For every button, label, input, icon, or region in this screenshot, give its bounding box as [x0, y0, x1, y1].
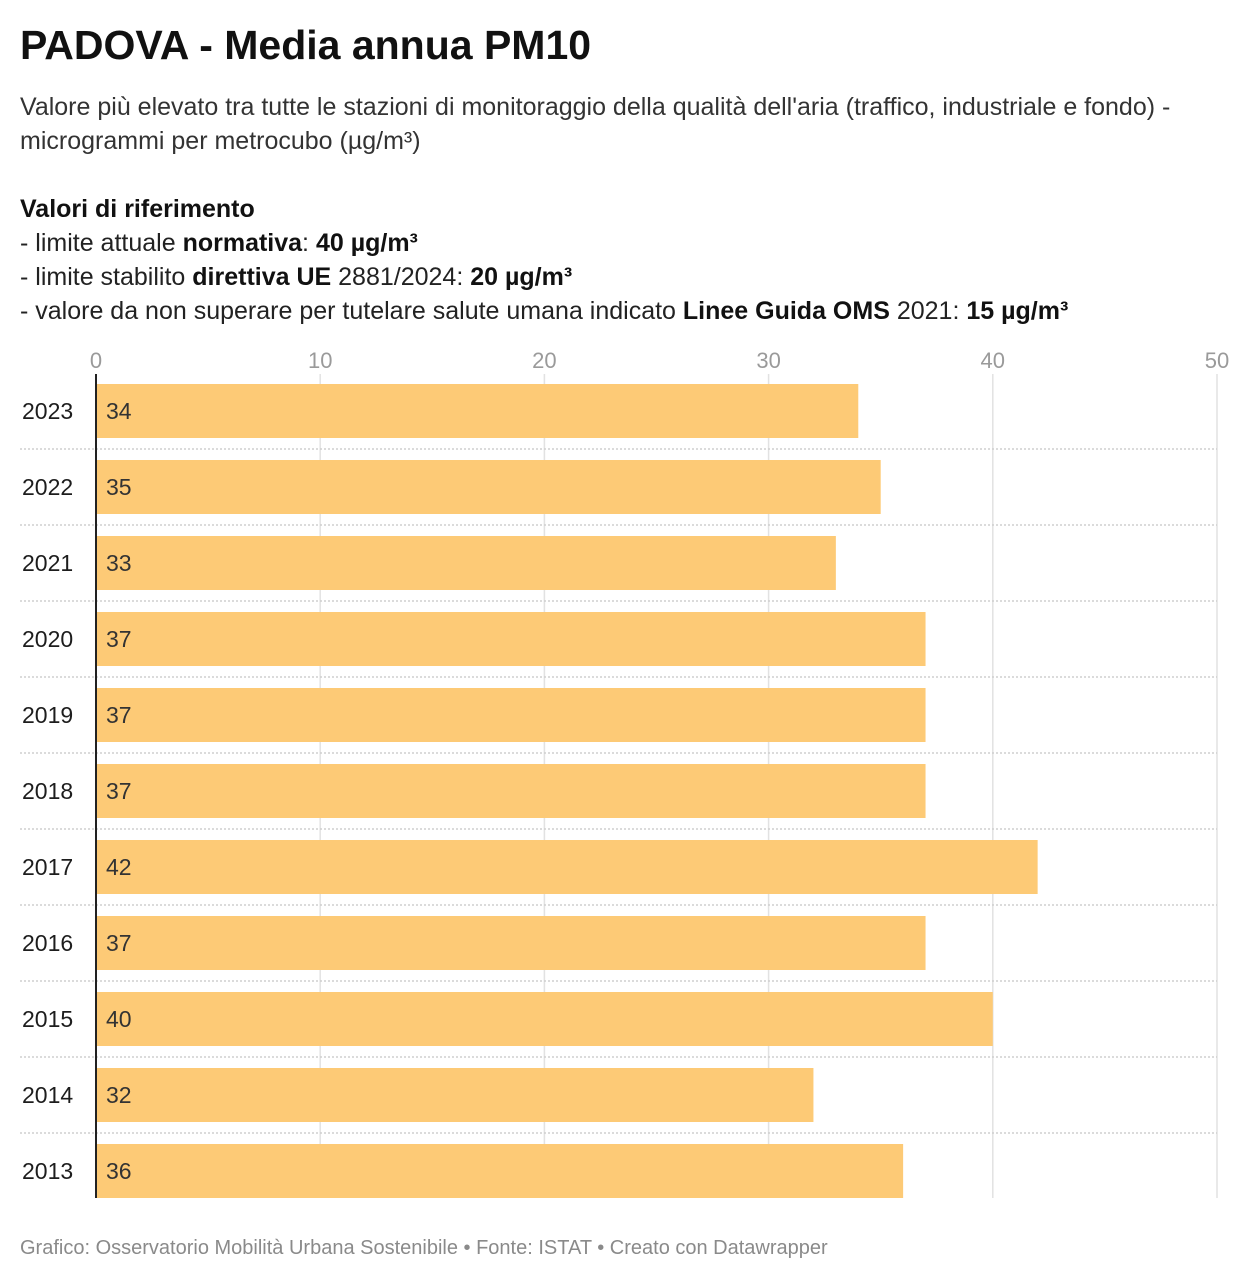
category-label: 2013 [22, 1158, 73, 1184]
bar-chart: 0 10 20 30 40 50 2023 34 2022 35 2021 33 2020 37 2019 3… [20, 348, 1229, 1198]
x-tick-label: 20 [532, 348, 556, 373]
category-label: 2018 [22, 778, 73, 804]
category-label: 2020 [22, 626, 73, 652]
footer-credit: Grafico: Osservatorio Mobilità Urbana So… [20, 1237, 828, 1259]
x-tick-label: 40 [981, 348, 1005, 373]
reference-value: 15 µg/m³ [966, 297, 1069, 325]
category-label: 2015 [22, 1006, 73, 1032]
x-tick-label: 30 [756, 348, 780, 373]
bar [96, 688, 926, 742]
reference-bold: normativa [182, 229, 303, 257]
reference-text: : [302, 229, 316, 257]
data-label: 40 [106, 1006, 132, 1032]
data-label: 36 [106, 1158, 132, 1184]
chart-title: PADOVA - Media annua PM10 [20, 22, 592, 68]
data-label: 35 [106, 474, 132, 500]
bar [96, 764, 926, 818]
bar [96, 612, 926, 666]
reference-text: - limite stabilito [20, 263, 193, 291]
bar [96, 460, 881, 514]
bar [96, 1068, 814, 1122]
bar [96, 992, 993, 1046]
x-tick-label: 0 [90, 348, 102, 373]
bar [96, 536, 836, 590]
reference-bold: direttiva UE [192, 263, 332, 291]
chart-subtitle: Valore più elevato tra tutte le stazioni… [20, 93, 1171, 155]
category-label: 2016 [22, 930, 73, 956]
reference-text: 2881/2024: [331, 263, 471, 291]
bar [96, 916, 926, 970]
category-label: 2022 [22, 474, 73, 500]
data-label: 37 [106, 930, 132, 956]
data-label: 34 [106, 398, 132, 424]
data-label: 37 [106, 626, 132, 652]
reference-value: 40 µg/m³ [315, 229, 418, 257]
x-tick-label: 50 [1205, 348, 1229, 373]
reference-line-normativa: - limite attuale normativa: 40 µg/m³ [20, 226, 1230, 260]
bar [96, 1144, 904, 1198]
bar [96, 384, 859, 438]
reference-bold: Linee Guida OMS [682, 297, 890, 325]
x-tick-label: 10 [308, 348, 332, 373]
data-label: 42 [106, 854, 132, 880]
reference-text: 2021: [889, 297, 967, 325]
category-label: 2014 [22, 1082, 73, 1108]
data-label: 32 [106, 1082, 132, 1108]
reference-line-direttiva-ue: - limite stabilito direttiva UE 2881/202… [20, 260, 1230, 294]
category-label: 2023 [22, 398, 73, 424]
data-label: 33 [106, 550, 132, 576]
reference-text: - limite attuale [20, 229, 183, 257]
bar [96, 840, 1038, 894]
reference-line-oms: - valore da non superare per tutelare sa… [20, 294, 1230, 328]
reference-value: 20 µg/m³ [470, 263, 573, 291]
data-label: 37 [106, 702, 132, 728]
category-label: 2019 [22, 702, 73, 728]
data-label: 37 [106, 778, 132, 804]
category-label: 2021 [22, 550, 73, 576]
reference-text: - valore da non superare per tutelare sa… [20, 297, 683, 325]
reference-heading: Valori di riferimento [20, 195, 255, 223]
reference-values: Valori di riferimento - limite attuale n… [20, 192, 1230, 328]
category-label: 2017 [22, 854, 73, 880]
